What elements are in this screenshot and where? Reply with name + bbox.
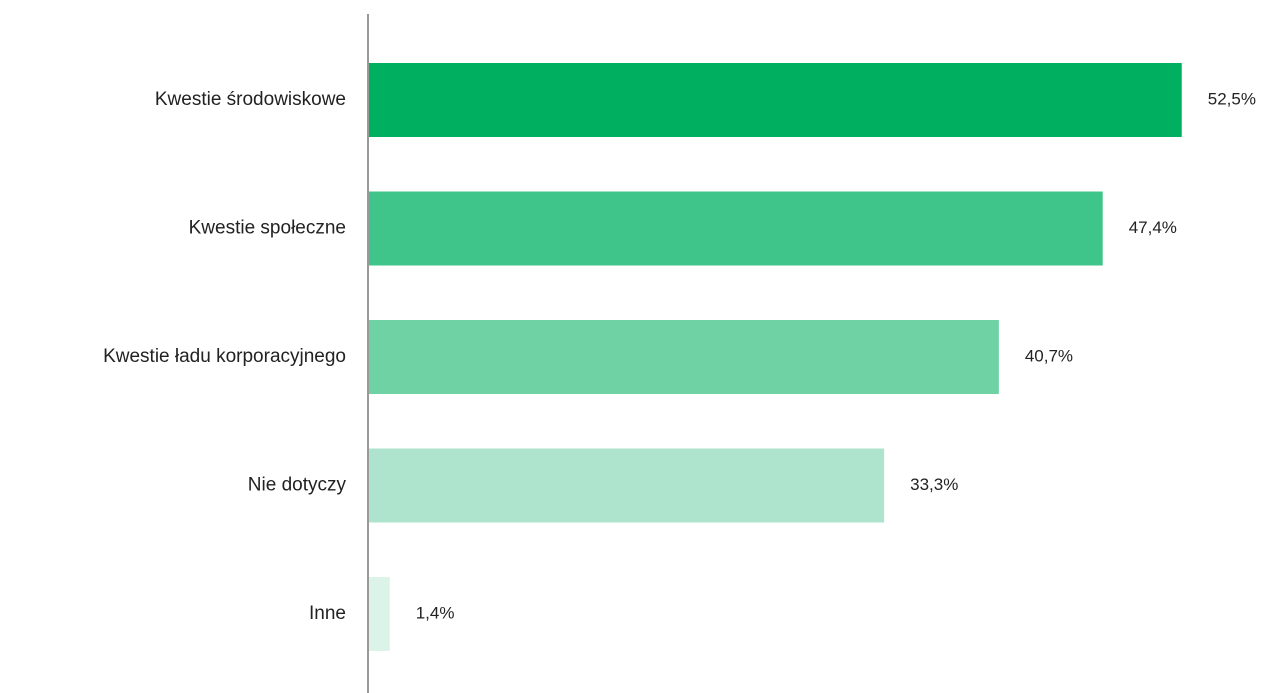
bar-1	[368, 191, 1103, 266]
category-label-4: Inne	[309, 603, 346, 624]
bar-4	[368, 577, 390, 651]
value-label-1: 47,4%	[1129, 218, 1177, 237]
bar-0	[368, 63, 1182, 137]
value-label-0: 52,5%	[1208, 89, 1256, 108]
value-label-3: 33,3%	[910, 475, 958, 494]
bar-2	[368, 320, 999, 394]
category-label-2: Kwestie ładu korporacyjnego	[103, 346, 346, 367]
category-label-0: Kwestie środowiskowe	[155, 89, 346, 110]
category-labels-group: Kwestie środowiskowe Kwestie społeczne Kwe…	[103, 89, 346, 624]
bars-group	[368, 63, 1182, 651]
category-label-1: Kwestie społeczne	[189, 218, 346, 239]
value-label-2: 40,7%	[1025, 346, 1073, 365]
value-label-4: 1,4%	[416, 603, 455, 622]
value-labels-group: 52,5% 47,4% 40,7% 33,3% 1,4%	[416, 89, 1256, 622]
bar-3	[368, 448, 885, 523]
category-label-3: Nie dotyczy	[248, 475, 347, 496]
